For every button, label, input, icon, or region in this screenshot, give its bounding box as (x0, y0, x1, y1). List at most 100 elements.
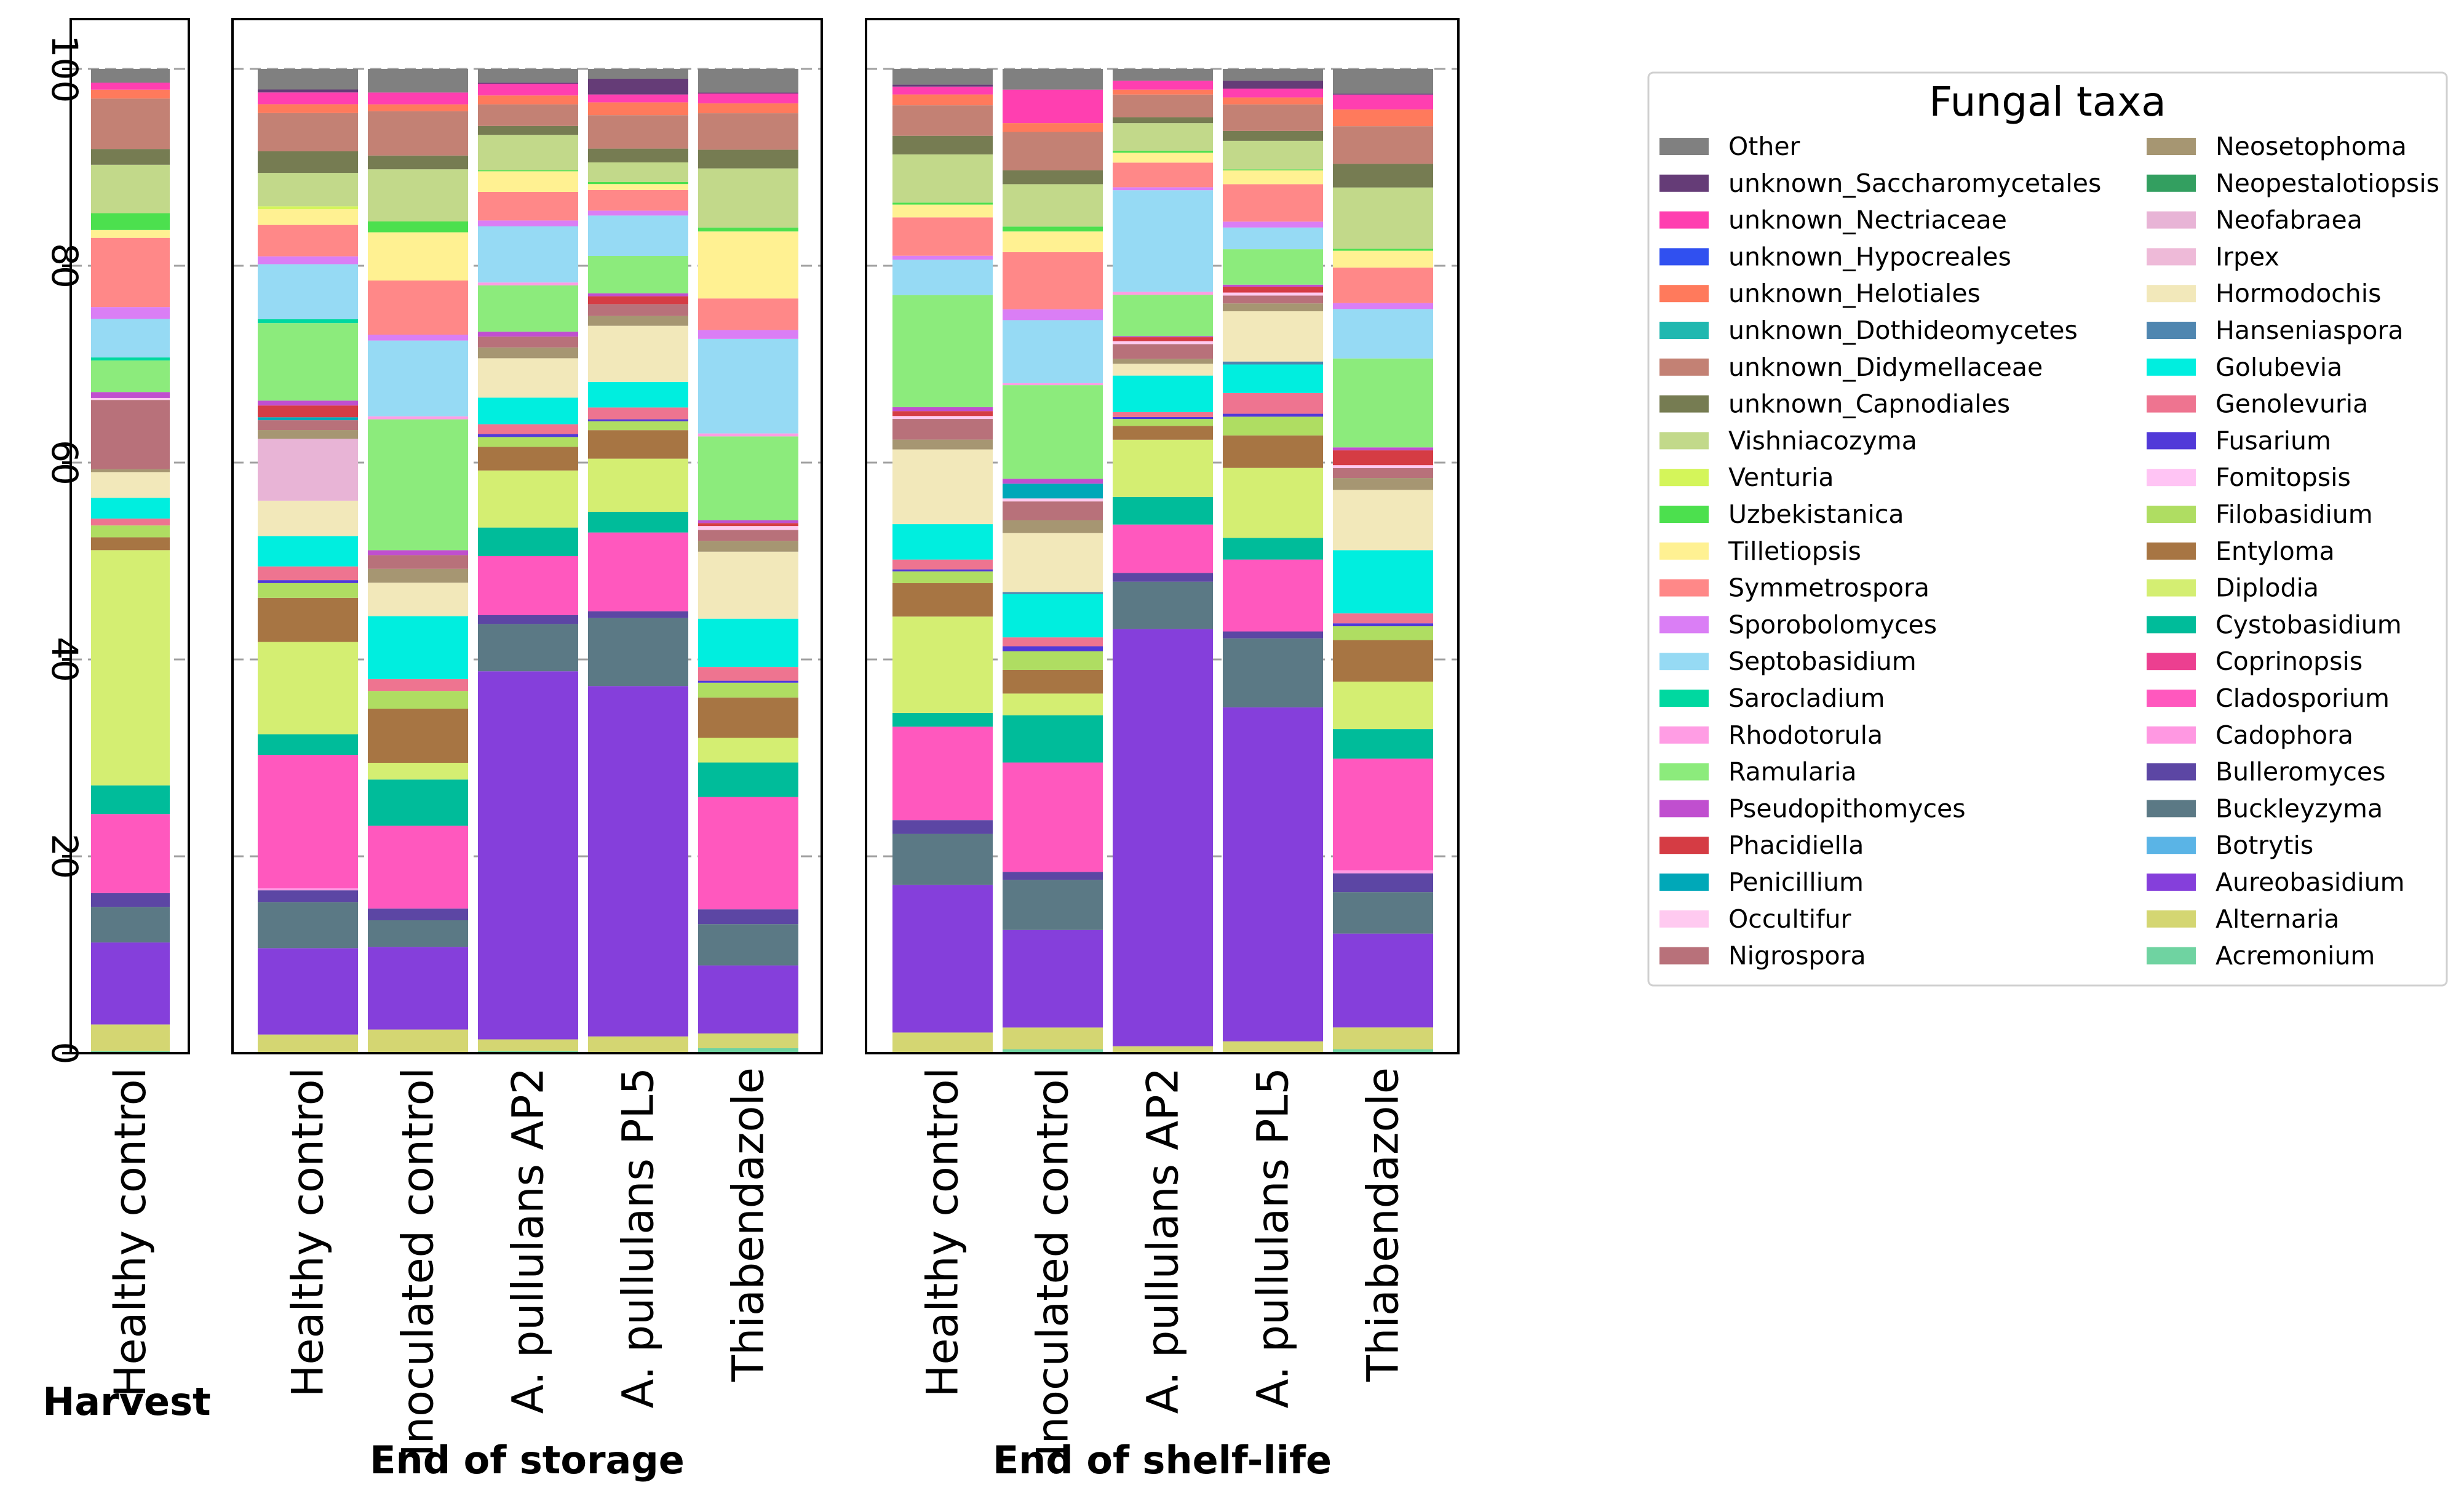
legend-swatch (2147, 432, 2196, 450)
bar-segment-cystobasidium (698, 762, 798, 797)
bar-segment-filobasidium (1003, 651, 1103, 670)
bar-segment-entyloma (588, 430, 688, 459)
legend-label: Genolevuria (2216, 389, 2368, 419)
legend-swatch (1659, 616, 1709, 634)
bar-segment-vishniacozyma (1223, 140, 1323, 170)
bar-segment-unknown-capnodiales (91, 149, 170, 165)
bar-segment-nigrospora (588, 304, 688, 316)
bar-segment-symmetrospora (478, 192, 578, 221)
bar-segment-genolevuria (478, 424, 578, 434)
bar-segment-pseudopithomyces (1003, 479, 1103, 484)
bar-segment-unknown-nectriaceae (1333, 94, 1433, 109)
bar-segment-cladosporium (1333, 758, 1433, 870)
panel-1: Healthy control Inoculated control A. pull… (231, 18, 823, 1483)
bar-segment-aureobasidium (91, 942, 170, 1025)
bar-segment-golubevia (258, 536, 358, 567)
bar-segment-cladosporium (91, 814, 170, 893)
bar-segment-unknown-helotiales (1223, 97, 1323, 105)
bar-segment-occultifur (1003, 498, 1103, 502)
legend-item: Genolevuria (2147, 389, 2368, 419)
legend-item: Coprinopsis (2147, 647, 2363, 676)
legend-item: Alternaria (2147, 904, 2339, 934)
bar-segment-other (1113, 69, 1213, 81)
bar-segment-fusarium (1223, 413, 1323, 417)
bar-segment-nigrospora (478, 336, 578, 348)
legend-label: unknown_Capnodiales (1728, 389, 2010, 419)
bar-segment-occultifur (91, 397, 170, 400)
bar-segment-genolevuria (91, 518, 170, 526)
bar-segment-diplodia (1333, 681, 1433, 730)
bar-segment-uzbekistanica (698, 227, 798, 232)
bar-stack (258, 69, 358, 1053)
bar-segment-diplodia (698, 738, 798, 763)
bar-segment-unknown-didymellaceae (1333, 126, 1433, 164)
bar-segment-golubevia (1333, 550, 1433, 614)
bar-segment-ramularia (258, 323, 358, 401)
bar-stack (698, 69, 798, 1053)
bar-segment-golubevia (588, 381, 688, 408)
bar-segment-unknown-capnodiales (1003, 170, 1103, 185)
bar-segment-bulleromyces (1113, 573, 1213, 582)
bar-segment-rhodotorula (1113, 292, 1213, 295)
bar-segment-unknown-capnodiales (368, 155, 468, 170)
axes-frame (70, 18, 190, 1054)
bar-segment-ramularia (698, 436, 798, 520)
legend-label: Ramularia (1728, 757, 1857, 787)
bar-segment-bulleromyces (1333, 873, 1433, 893)
bar-segment-filobasidium (1223, 416, 1323, 436)
bar-segment-unknown-saccharomycetales (1223, 81, 1323, 89)
bar-segment-unknown-helotiales (1333, 109, 1433, 127)
bar-segment-other (892, 69, 993, 85)
legend-swatch (1659, 947, 1709, 965)
legend-swatch (2147, 469, 2196, 487)
legend-label: Hormodochis (2216, 279, 2381, 308)
bar-segment-cystobasidium (258, 734, 358, 755)
bar-segment-entyloma (91, 537, 170, 551)
category-label: Inoculated control (1028, 1067, 1078, 1457)
bar-segment-filobasidium (368, 691, 468, 709)
bar-segment-cladosporium (258, 755, 358, 889)
legend-label: Irpex (2216, 242, 2279, 271)
bar-segment-tilletiopsis (698, 231, 798, 299)
legend-item: Entyloma (2147, 536, 2335, 566)
bar-segment-unknown-didymellaceae (258, 113, 358, 151)
bar-segment-unknown-didymellaceae (478, 104, 578, 126)
legend-label: Neopestalotiopsis (2216, 169, 2439, 198)
bar-segment-fusarium (1113, 416, 1213, 420)
legend-label: Penicillium (1728, 867, 1864, 897)
bar-segment-aureobasidium (892, 885, 993, 1033)
bar-segment-alternaria (1003, 1027, 1103, 1049)
bar-segment-unknown-nectriaceae (698, 94, 798, 104)
bar-segment-neosetophoma (368, 568, 468, 583)
bar-segment-pseudopithomyces (1333, 447, 1433, 451)
legend-label: Uzbekistanica (1728, 500, 1904, 529)
legend-item: Hanseniaspora (2147, 316, 2403, 345)
bar-segment-ramularia (368, 419, 468, 551)
bar-segment-bulleromyces (698, 909, 798, 925)
bar-segment-unknown-nectriaceae (1003, 89, 1103, 124)
bar-segment-pseudopithomyces (892, 407, 993, 412)
y-tick-label: 60 (44, 440, 85, 485)
bar-segment-nigrospora (1223, 295, 1323, 304)
bar-segment-hormodochis (1333, 490, 1433, 551)
bar-segment-occultifur (1333, 465, 1433, 468)
bar-segment-rhodotorula (368, 416, 468, 420)
legend-swatch (1659, 837, 1709, 854)
legend-swatch (1659, 874, 1709, 891)
bar-segment-aureobasidium (258, 948, 358, 1035)
bar-segment-phacidiella (1223, 286, 1323, 293)
legend-item: unknown_Capnodiales (1659, 389, 2010, 419)
bar-segment-symmetrospora (368, 281, 468, 335)
bar-segment-genolevuria (892, 559, 993, 570)
legend-item: Buckleyzyma (2147, 794, 2383, 823)
legend-item: Filobasidium (2147, 500, 2373, 529)
legend-swatch (1659, 138, 1709, 155)
legend-item: Ramularia (1659, 757, 1857, 787)
bar-stack (1223, 69, 1323, 1053)
legend-item: unknown_Helotiales (1659, 279, 1981, 308)
bar-segment-hormodochis (1003, 533, 1103, 592)
bar-stack (478, 69, 578, 1053)
bar-segment-golubevia (478, 397, 578, 424)
bar-segment-unknown-nectriaceae (368, 92, 468, 105)
